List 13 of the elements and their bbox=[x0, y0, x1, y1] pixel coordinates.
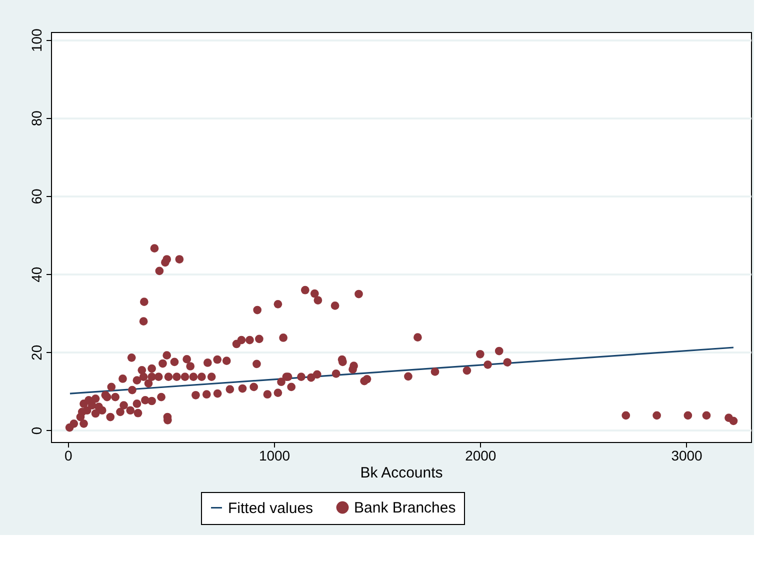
x-tick-label: 0 bbox=[64, 448, 73, 464]
y-tick-label: 20 bbox=[28, 344, 44, 360]
y-tick-label: 40 bbox=[28, 266, 44, 282]
x-tick-label: 3000 bbox=[671, 448, 703, 464]
legend-label: Fitted values bbox=[228, 500, 314, 517]
y-tick-label: 80 bbox=[28, 110, 44, 126]
x-tick-label: 2000 bbox=[465, 448, 496, 464]
y-tick-label: 100 bbox=[28, 28, 44, 52]
y-tick-label: 0 bbox=[28, 426, 44, 435]
y-tick-label: 60 bbox=[28, 188, 44, 204]
x-axis-title: Bk Accounts bbox=[360, 464, 443, 482]
x-tick-label: 1000 bbox=[258, 448, 290, 464]
legend-label: Bank Branches bbox=[354, 500, 456, 517]
